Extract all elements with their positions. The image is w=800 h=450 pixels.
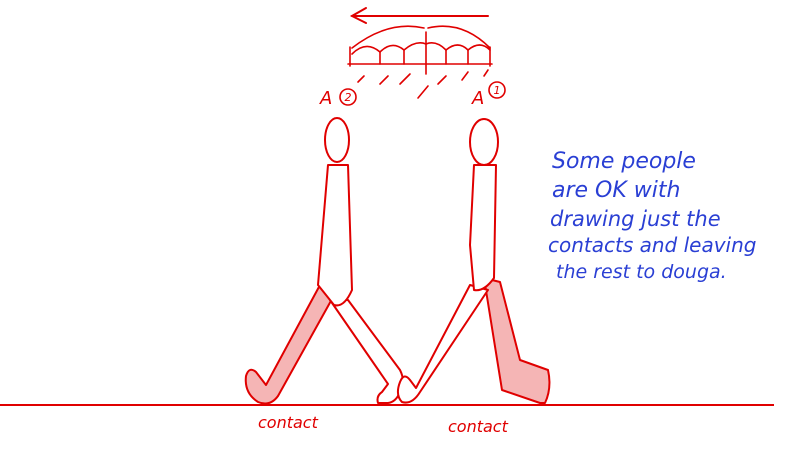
pose-label-a1: A 1: [471, 81, 506, 109]
note-line-3: drawing just the: [550, 207, 721, 231]
pose-label-a1-number: 1: [494, 84, 501, 97]
figure-left-front-leg: [329, 299, 404, 404]
contact-label-right: contact: [448, 417, 509, 436]
figure-right-torso: [469, 164, 497, 292]
figure-right-front-leg: [483, 277, 551, 404]
note-line-4: contacts and leaving: [548, 233, 757, 257]
pose-label-a2-circle: [339, 88, 357, 106]
pose-label-a2: A 2: [319, 88, 357, 109]
direction-arrow: [349, 7, 489, 24]
handwritten-note: Some people are OK with drawing just the…: [548, 149, 757, 283]
contact-label-left: contact: [258, 413, 319, 432]
timing-chart: [347, 25, 493, 99]
figure-left: [244, 117, 404, 405]
pose-label-a2-letter: A: [319, 88, 332, 109]
pose-label-a2-number: 2: [345, 91, 352, 104]
figure-left-back-leg: [244, 284, 338, 405]
figure-right-head: [469, 118, 499, 166]
pose-label-a1-letter: A: [471, 88, 484, 109]
figure-right-back-leg: [396, 284, 489, 404]
note-line-1: Some people: [552, 149, 696, 174]
figure-left-head: [324, 117, 350, 163]
pose-label-a1-circle: [488, 81, 506, 99]
note-line-2: are OK with: [552, 178, 680, 203]
figure-right: [396, 118, 551, 404]
note-line-5: the rest to douga.: [556, 261, 727, 283]
figure-left-torso: [317, 164, 353, 307]
